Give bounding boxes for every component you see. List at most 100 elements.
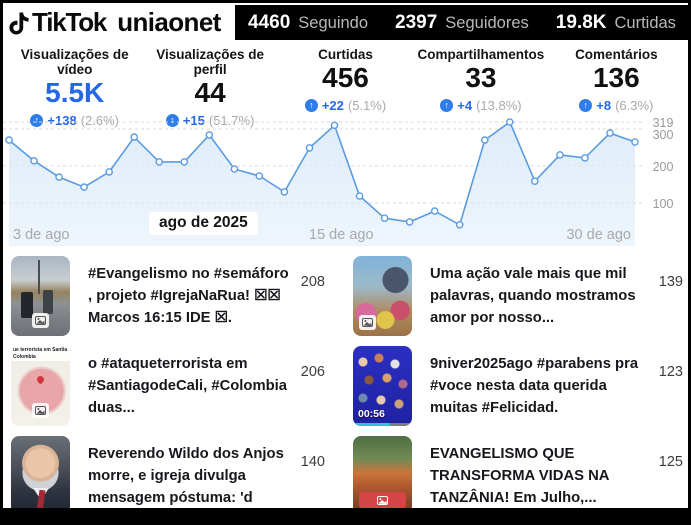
- video-title: EVANGELISMO QUE TRANSFORMA VIDAS NA TANZ…: [430, 445, 609, 507]
- chart-data-point: [305, 144, 314, 152]
- chart-data-point: [5, 136, 13, 144]
- metric-tab-shares[interactable]: Compartilhamentos 33 ↑ +4 (13.8%): [413, 47, 548, 114]
- chart-data-point: [631, 138, 639, 146]
- y-axis-label: 300: [653, 128, 674, 142]
- up-arrow-icon: ↑: [440, 98, 454, 112]
- photo-icon: [359, 315, 376, 330]
- metric-value: 136: [592, 62, 640, 93]
- metric-delta: +138: [47, 112, 77, 128]
- stat-likes[interactable]: 19.8K Curtidas: [556, 12, 676, 34]
- metric-tab-video-views[interactable]: Visualizações de vídeo 5.5K ↑ +138 (2.6%…: [7, 47, 142, 128]
- chart-data-point: [455, 221, 464, 229]
- profile-stats-bar: 4460 Seguindo 2397 Seguidores 19.8K Curt…: [235, 5, 688, 40]
- video-title: o #ataqueterrorista em #SantiagodeCali, …: [88, 355, 287, 417]
- y-axis-label: 200: [653, 160, 674, 174]
- chart-data-point: [155, 158, 163, 166]
- metric-change: ↑ +22 (5.1%): [278, 98, 413, 113]
- up-arrow-icon: ↑: [165, 113, 179, 127]
- chart-data-point: [230, 165, 239, 173]
- video-item[interactable]: Uma ação vale mais que mil palavras, qua…: [353, 256, 685, 336]
- chart-data-point: [80, 183, 88, 191]
- metric-delta: +4: [457, 97, 473, 113]
- chart-data-point: [505, 118, 514, 126]
- video-view-count: 125: [658, 454, 683, 470]
- up-arrow-icon: ↑: [30, 113, 44, 127]
- metric-percent: (5.1%): [347, 97, 387, 113]
- video-item[interactable]: Reverendo Wildo dos Anjos morre, e igrej…: [11, 436, 327, 516]
- video-view-count: 206: [300, 364, 325, 380]
- metric-tab-comments[interactable]: Comentários 136 ↑ +8 (6.3%): [549, 47, 684, 114]
- map-pin-icon: [35, 374, 46, 385]
- chart-month-label: ago de 2025: [149, 212, 258, 235]
- video-title: Reverendo Wildo dos Anjos morre, e igrej…: [88, 445, 284, 507]
- chart-data-point: [30, 157, 38, 165]
- video-view-count: 123: [658, 364, 683, 380]
- video-item[interactable]: EVANGELISMO QUE TRANSFORMA VIDAS NA TANZ…: [353, 436, 685, 516]
- video-view-count: 208: [300, 274, 325, 290]
- video-thumbnail-avatar-grid[interactable]: 00:56: [353, 346, 412, 426]
- username: uniaonet: [117, 7, 221, 37]
- chart-line: [8, 120, 636, 226]
- video-thumbnail-crowd-children[interactable]: [353, 256, 412, 336]
- x-axis-tick: 3 de ago: [13, 227, 70, 243]
- stat-following[interactable]: 4460 Seguindo: [248, 12, 368, 34]
- video-thumbnail-reverend-portrait[interactable]: [11, 436, 70, 516]
- chart-data-point: [405, 218, 414, 226]
- metric-percent: (13.8%): [476, 97, 522, 113]
- x-axis-tick: 30 de ago: [566, 227, 631, 243]
- brand-area[interactable]: TikTok uniaonet: [8, 7, 235, 38]
- header: TikTok uniaonet 4460 Seguindo 2397 Segui…: [3, 3, 688, 42]
- video-progress-bar: [353, 423, 412, 426]
- metric-delta: +8: [596, 97, 612, 113]
- metric-value: 44: [194, 77, 226, 108]
- tiktok-note-icon: [9, 12, 29, 35]
- metric-percent: (51.7%): [208, 112, 255, 128]
- x-axis-tick: 15 de ago: [309, 227, 374, 243]
- chart-data-point: [480, 136, 489, 144]
- video-title: 9niver2025ago #parabens pra #voce nesta …: [430, 355, 639, 417]
- y-axis-label: 319: [653, 116, 674, 130]
- video-thumbnail-street-evangelism[interactable]: [11, 256, 70, 336]
- video-item[interactable]: 00:56 9niver2025ago #parabens pra #voce …: [353, 346, 685, 426]
- followers-count: 2397: [395, 11, 438, 33]
- chart-data-point: [430, 207, 439, 215]
- metrics-row: Visualizações de vídeo 5.5K ↑ +138 (2.6%…: [3, 42, 688, 128]
- metric-tab-profile-views[interactable]: Visualizações de perfil 44 ↑ +15 (51.7%): [142, 47, 277, 128]
- video-view-count: 140: [300, 454, 325, 470]
- analytics-line-chart: 319 300 200 100 ago de 2025 3 de ago 15 de …: [3, 116, 688, 249]
- metric-change: ↑ +15 (51.7%): [142, 113, 277, 128]
- chart-data-point: [255, 172, 264, 180]
- video-item[interactable]: ue terrorista em Santia Colombia o #ataq…: [11, 346, 327, 426]
- metric-change: ↑ +138 (2.6%): [7, 113, 142, 128]
- up-arrow-icon: ↑: [304, 98, 318, 112]
- brand-name: TikTok: [32, 7, 107, 37]
- video-thumbnail-map-cali[interactable]: ue terrorista em Santia Colombia: [11, 346, 70, 426]
- bottom-black-bar: [3, 508, 688, 525]
- video-duration: 00:56: [358, 408, 385, 420]
- chart-data-point: [280, 188, 289, 196]
- chart-data-point: [355, 192, 364, 200]
- video-title: Uma ação vale mais que mil palavras, qua…: [430, 265, 636, 327]
- y-axis-label: 100: [653, 197, 674, 211]
- video-list: #Evangelismo no #semáforo , projeto #Igr…: [3, 249, 688, 516]
- metric-tab-likes[interactable]: Curtidas 456 ↑ +22 (5.1%): [278, 47, 413, 114]
- photo-icon: [374, 493, 391, 508]
- metric-change: ↑ +8 (6.3%): [549, 98, 684, 113]
- metric-label: Comentários: [575, 47, 658, 62]
- metric-value: 5.5K: [45, 77, 105, 108]
- following-label: Seguindo: [298, 13, 369, 32]
- chart-data-point: [606, 129, 614, 137]
- metric-label: Visualizações de perfil: [156, 47, 265, 77]
- stat-followers[interactable]: 2397 Seguidores: [395, 12, 529, 34]
- metric-label: Visualizações de vídeo: [20, 47, 129, 77]
- likes-label: Curtidas: [614, 13, 676, 32]
- video-item[interactable]: #Evangelismo no #semáforo , projeto #Igr…: [11, 256, 327, 336]
- chart-data-point: [581, 154, 589, 162]
- chart-data-point: [205, 131, 214, 139]
- video-title: #Evangelismo no #semáforo , projeto #Igr…: [88, 265, 289, 327]
- chart-data-point: [55, 173, 63, 181]
- chart-data-point: [330, 121, 339, 130]
- video-thumbnail-tanzania-crowd[interactable]: [353, 436, 412, 516]
- following-count: 4460: [248, 11, 291, 33]
